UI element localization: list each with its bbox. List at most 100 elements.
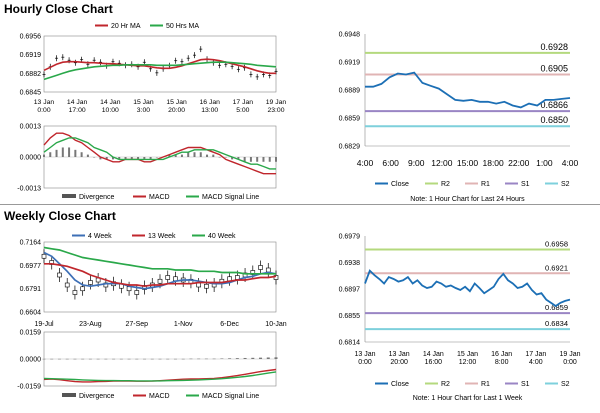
weekly-price-candle	[265, 267, 271, 273]
hourly-pivot-level-r2-label: 0.6928	[540, 42, 568, 52]
weekly-pivot-level-r1-label: 0.6921	[545, 263, 568, 272]
hourly-price-ytick: 0.6845	[20, 90, 42, 97]
weekly-macd-ytick: 0.0000	[20, 357, 42, 364]
weekly-macd-divergence-bar	[88, 358, 92, 360]
weekly-pivot-xtick: 13 Jan 0:00	[354, 351, 375, 366]
hourly-macd-ytick: 0.0013	[20, 124, 42, 131]
weekly-price-candle	[72, 290, 78, 295]
hourly-macd-divergence-bar	[149, 157, 152, 160]
hourly-macd-divergence-bar	[231, 157, 234, 160]
hourly-macd-divergence-bar	[124, 157, 127, 160]
hourly-macd-divergence-bar	[68, 147, 71, 157]
hourly-macd-divergence-bar	[55, 149, 58, 157]
hourly-pivot-xtick: 1:00	[536, 158, 553, 168]
hourly-macd-divergence-bar	[80, 152, 83, 157]
weekly-price-ytick: 0.6977	[20, 263, 42, 270]
weekly-macd-divergence-bar	[212, 358, 216, 360]
weekly-macd-divergence-bar	[81, 358, 85, 360]
weekly-macd-divergence-bar	[143, 358, 147, 360]
weekly-macd-divergence-bar	[173, 358, 177, 360]
hourly-price-xtick: 15 Jan 20:00	[166, 99, 187, 114]
hourly-pivot-xtick: 15:00	[457, 158, 479, 168]
hourly-macd-divergence-bar	[262, 157, 265, 162]
hourly-pivot-xtick: 4:00	[562, 158, 579, 168]
weekly-price-xtick: 1-Nov	[174, 321, 193, 328]
hourly-pivot-legend-item: S2	[561, 181, 570, 188]
weekly-pivot-xtick: 16 Jan 8:00	[491, 351, 512, 366]
hourly-pivot-ytick: 0.6948	[339, 32, 361, 39]
hourly-price-ytick: 0.6882	[20, 71, 42, 78]
hourly-macd-ytick: 0.0000	[20, 155, 42, 162]
weekly-pivot-level-s1-label: 0.6859	[545, 303, 568, 312]
hourly-pivot-legend-item: R2	[441, 181, 450, 188]
weekly-macd-divergence-bar	[274, 357, 278, 359]
weekly-pivot-xtick: 14 Jan 16:00	[423, 351, 444, 366]
weekly-macd-divergence-bar	[73, 358, 77, 360]
hourly-macd-divergence-bar	[180, 154, 183, 157]
hourly-macd-divergence-bar	[61, 147, 64, 157]
hourly-macd-divergence-bar	[212, 154, 215, 157]
hourly-macd-divergence-bar	[43, 154, 45, 157]
hourly-macd-divergence-bar	[99, 157, 102, 160]
weekly-pivot-xtick: 13 Jan 20:00	[389, 351, 410, 366]
weekly-pivot-ytick: 0.6897	[339, 287, 361, 294]
weekly-macd-divergence-bar	[235, 358, 239, 359]
weekly-price-candle	[157, 278, 163, 284]
hourly-macd-divergence-bar	[218, 157, 221, 158]
weekly-macd-divergence-bar	[42, 358, 46, 360]
weekly-pivot-legend-item: S1	[521, 381, 530, 388]
weekly-price-candle	[88, 280, 93, 285]
hourly-macd-divergence-bar	[130, 157, 133, 160]
weekly-pivot-legend-item: Close	[391, 381, 409, 388]
weekly-price-candle	[80, 286, 85, 292]
weekly-pivot-level-s2-label: 0.6834	[545, 319, 568, 328]
weekly-price-legend-item: 4 Week	[88, 233, 112, 240]
weekly-price-candle	[196, 282, 201, 288]
hourly-pivot-ytick: 0.6889	[339, 88, 361, 95]
hourly-macd-divergence-bar	[49, 152, 52, 157]
hourly-pivot-xtick: 18:00	[482, 158, 504, 168]
weekly-price-candle	[64, 282, 70, 288]
weekly-macd-divergence-bar	[197, 358, 201, 360]
hourly-macd-divergence-bar	[74, 149, 77, 157]
hourly-pivot-xtick: 22:00	[508, 158, 530, 168]
hourly-macd-signal-line	[43, 137, 276, 170]
weekly-price-ytick: 0.6791	[20, 286, 42, 293]
weekly-pivot-xtick: 17 Jan 4:00	[525, 351, 546, 366]
weekly-price-xtick: 10-Jan	[265, 321, 287, 328]
weekly-40week-line	[43, 246, 276, 275]
hourly-pivot-ytick: 0.6829	[339, 144, 361, 151]
hourly-macd-divergence-bar	[268, 157, 271, 162]
weekly-price-candle	[204, 283, 209, 289]
hourly-pivot-level-r1-label: 0.6905	[540, 63, 568, 73]
hourly-price-legend-item: 20 Hr MA	[111, 23, 141, 30]
weekly-macd-legend-item: MACD Signal Line	[202, 393, 259, 400]
hourly-macd-divergence-bar	[224, 157, 227, 158]
weekly-macd-divergence-bar	[228, 358, 232, 359]
weekly-pivot-level-r2-label: 0.6958	[545, 239, 568, 248]
hourly-macd-divergence-bar	[256, 157, 259, 162]
hourly-macd-divergence-bar	[199, 152, 202, 157]
weekly-macd-divergence-bar	[158, 358, 162, 360]
weekly-price-legend-item: 40 Week	[208, 233, 236, 240]
weekly-macd-divergence-bar	[243, 357, 247, 359]
hourly-macd-line	[43, 132, 276, 175]
weekly-macd-legend-item: MACD	[149, 393, 170, 400]
weekly-price-ytick: 0.7164	[20, 240, 42, 247]
hourly-macd-ytick: -0.0013	[17, 186, 41, 193]
hourly-pivot-xtick: 6:00	[382, 158, 399, 168]
hourly-pivot-close-line	[365, 71, 571, 109]
hourly-price-xtick: 14 Jan 10:00	[100, 99, 121, 114]
weekly-macd-divergence-bar	[181, 358, 185, 360]
weekly-macd-divergence-bar	[166, 358, 170, 360]
weekly-price-candle	[41, 253, 47, 259]
hourly-price-ytick: 0.6919	[20, 52, 42, 59]
weekly-macd-divergence-bar	[112, 358, 116, 360]
weekly-pivot-ytick: 0.6938	[339, 260, 361, 267]
weekly-macd-divergence-bar	[57, 358, 61, 360]
hourly-macd-legend-swatch	[62, 194, 76, 198]
weekly-macd-divergence-bar	[259, 357, 263, 359]
weekly-pivot-xtick: 19 Jan 0:00	[559, 351, 580, 366]
weekly-macd-divergence-bar	[135, 358, 139, 360]
